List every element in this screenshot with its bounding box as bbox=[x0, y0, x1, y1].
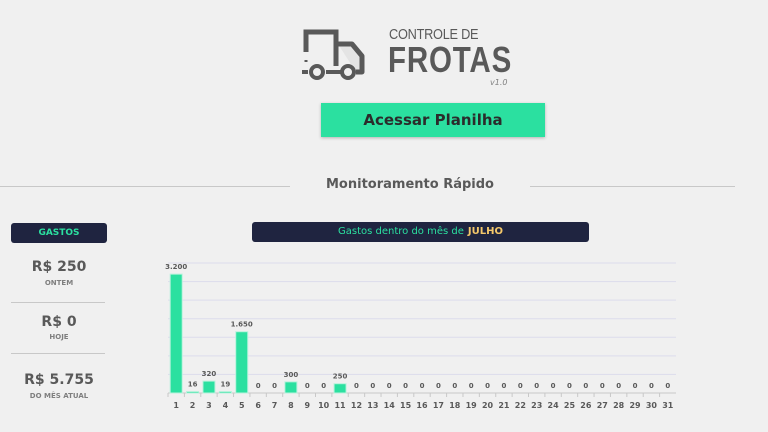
chart-title: Gastos dentro do mês de JULHO bbox=[252, 222, 589, 242]
data-label: 0 bbox=[420, 382, 425, 390]
x-tick-label: 25 bbox=[564, 401, 576, 410]
data-label: 0 bbox=[436, 382, 441, 390]
data-label: 0 bbox=[469, 382, 474, 390]
data-label: 0 bbox=[321, 382, 326, 390]
x-tick-label: 12 bbox=[351, 401, 362, 410]
today-value: R$ 0 bbox=[41, 314, 77, 330]
x-tick-label: 2 bbox=[190, 401, 196, 410]
data-label: 0 bbox=[370, 382, 375, 390]
x-tick-label: 16 bbox=[416, 401, 428, 410]
truck-icon bbox=[302, 29, 365, 80]
month-value: R$ 5.755 bbox=[24, 372, 94, 388]
bar bbox=[235, 331, 249, 394]
chart-title-prefix: Gastos dentro do mês de bbox=[338, 226, 464, 237]
data-label: 320 bbox=[202, 370, 217, 378]
bar bbox=[169, 273, 183, 394]
logo-subtitle: CONTROLE DE bbox=[389, 26, 479, 43]
x-tick-label: 30 bbox=[646, 401, 658, 410]
x-tick-label: 23 bbox=[531, 401, 542, 410]
data-label: 250 bbox=[333, 373, 348, 381]
yesterday-caption: ONTEM bbox=[44, 279, 74, 287]
month-caption: DO MÊS ATUAL bbox=[29, 392, 89, 400]
data-label: 0 bbox=[387, 382, 392, 390]
bar bbox=[333, 383, 347, 394]
x-tick-label: 28 bbox=[613, 401, 625, 410]
data-label: 0 bbox=[583, 382, 588, 390]
x-tick-label: 13 bbox=[367, 401, 378, 410]
data-label: 0 bbox=[600, 382, 605, 390]
data-label: 0 bbox=[551, 382, 556, 390]
today-caption: HOJE bbox=[49, 333, 69, 341]
section-title: Monitoramento Rápido bbox=[326, 177, 494, 192]
x-tick-label: 19 bbox=[466, 401, 478, 410]
bar bbox=[284, 381, 298, 394]
data-label: 0 bbox=[452, 382, 457, 390]
bar bbox=[186, 391, 200, 394]
data-label: 0 bbox=[256, 382, 261, 390]
data-label: 1.650 bbox=[231, 321, 253, 329]
x-tick-label: 24 bbox=[548, 401, 560, 410]
yesterday-value: R$ 250 bbox=[31, 259, 87, 275]
data-label: 0 bbox=[616, 382, 621, 390]
logo-title: FROTAS bbox=[388, 39, 513, 80]
data-label: 0 bbox=[518, 382, 523, 390]
data-label: 3.200 bbox=[165, 263, 187, 271]
data-label: 0 bbox=[485, 382, 490, 390]
x-tick-label: 5 bbox=[239, 401, 245, 410]
data-label: 0 bbox=[354, 382, 359, 390]
x-tick-label: 9 bbox=[305, 401, 311, 410]
data-label: 0 bbox=[567, 382, 572, 390]
data-label: 19 bbox=[220, 381, 230, 389]
x-tick-label: 21 bbox=[498, 401, 510, 410]
x-tick-label: 26 bbox=[580, 401, 592, 410]
data-label: 0 bbox=[633, 382, 638, 390]
open-spreadsheet-button[interactable]: Acessar Planilha bbox=[321, 103, 545, 137]
data-label: 0 bbox=[534, 382, 539, 390]
divider-right bbox=[530, 186, 735, 187]
bar bbox=[218, 391, 232, 394]
data-label: 16 bbox=[188, 381, 198, 389]
x-tick-label: 4 bbox=[223, 401, 229, 410]
x-tick-label: 18 bbox=[449, 401, 461, 410]
x-tick-label: 6 bbox=[255, 401, 261, 410]
x-tick-label: 8 bbox=[288, 401, 294, 410]
data-label: 0 bbox=[403, 382, 408, 390]
x-tick-label: 17 bbox=[433, 401, 444, 410]
data-label: 0 bbox=[649, 382, 654, 390]
data-label: 300 bbox=[284, 371, 299, 379]
logo-version: v1.0 bbox=[490, 78, 508, 87]
data-label: 0 bbox=[665, 382, 670, 390]
x-tick-label: 22 bbox=[515, 401, 526, 410]
summary-divider bbox=[11, 353, 105, 354]
x-tick-label: 27 bbox=[597, 401, 608, 410]
chart-title-month: JULHO bbox=[467, 226, 503, 237]
x-tick-label: 1 bbox=[173, 401, 179, 410]
x-tick-label: 29 bbox=[629, 401, 641, 410]
divider-left bbox=[0, 186, 290, 187]
x-tick-label: 11 bbox=[334, 401, 346, 410]
daily-expenses-chart: 3.200116232031941.6505060730080901025011… bbox=[165, 262, 676, 410]
x-tick-label: 7 bbox=[272, 401, 278, 410]
x-tick-label: 10 bbox=[318, 401, 330, 410]
x-tick-label: 31 bbox=[662, 401, 674, 410]
bar bbox=[202, 380, 216, 394]
summary-divider bbox=[11, 302, 105, 303]
data-label: 0 bbox=[305, 382, 310, 390]
expenses-label: GASTOS bbox=[11, 223, 107, 243]
x-tick-label: 20 bbox=[482, 401, 494, 410]
x-tick-label: 3 bbox=[206, 401, 212, 410]
x-tick-label: 15 bbox=[400, 401, 412, 410]
data-label: 0 bbox=[501, 382, 506, 390]
x-tick-label: 14 bbox=[384, 401, 396, 410]
data-label: 0 bbox=[272, 382, 277, 390]
